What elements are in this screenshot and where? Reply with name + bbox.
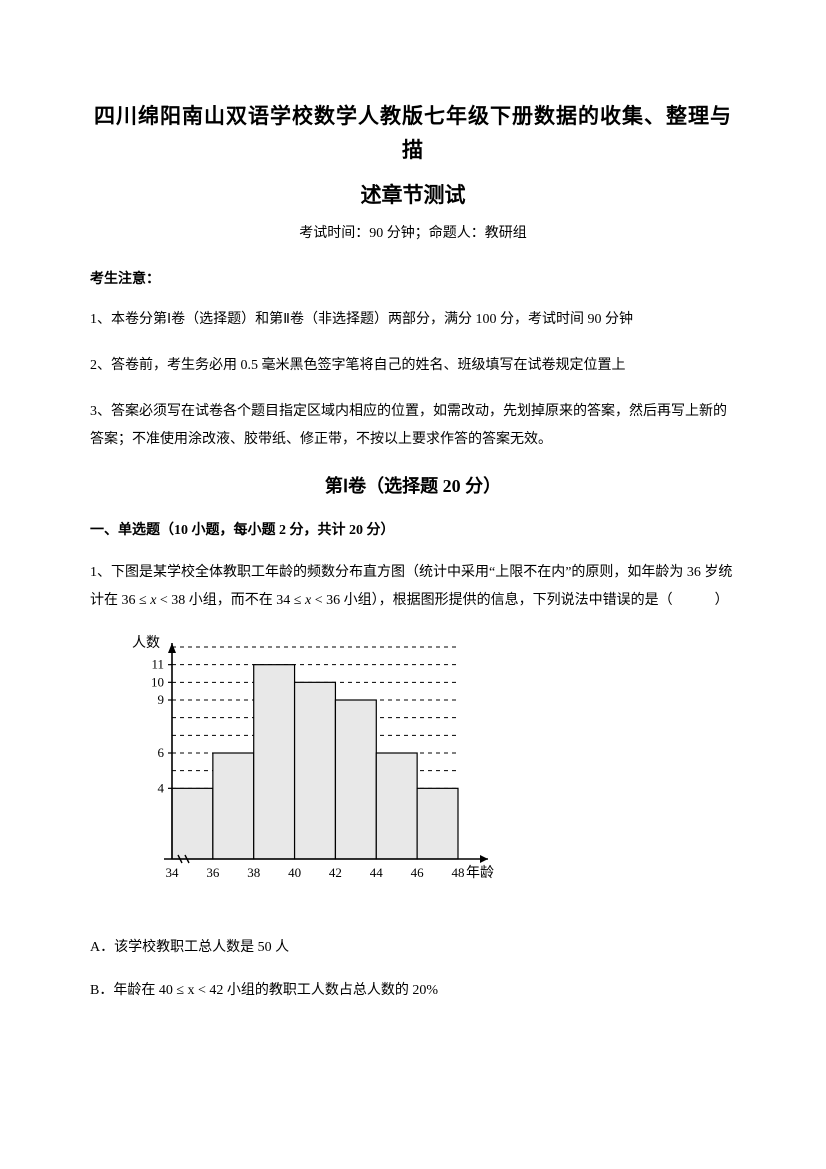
section-1-title: 第Ⅰ卷（选择题 20 分）	[90, 472, 736, 501]
svg-text:34: 34	[166, 865, 180, 880]
svg-text:46: 46	[411, 865, 425, 880]
option-a: A．该学校教职工总人数是 50 人	[90, 937, 736, 959]
chart-svg: 46910113436384042444648人数年龄	[118, 633, 518, 893]
q1-text-b: < 38 小组，而不在 34 ≤	[156, 593, 305, 608]
svg-text:38: 38	[247, 865, 260, 880]
svg-text:年龄: 年龄	[466, 865, 494, 881]
svg-text:4: 4	[158, 780, 165, 795]
svg-text:11: 11	[151, 656, 164, 671]
q1-text-c: < 36 小组），根据图形提供的信息，下列说法中错误的是（ ）	[311, 593, 728, 608]
histogram-chart: 46910113436384042444648人数年龄	[118, 633, 736, 902]
svg-text:9: 9	[158, 692, 165, 707]
exam-title-line2: 述章节测试	[90, 179, 736, 213]
svg-text:44: 44	[370, 865, 384, 880]
exam-title-line1: 四川绵阳南山双语学校数学人教版七年级下册数据的收集、整理与描	[90, 100, 736, 167]
svg-text:48: 48	[452, 865, 465, 880]
svg-text:6: 6	[158, 745, 165, 760]
option-b: B．年龄在 40 ≤ x < 42 小组的教职工人数占总人数的 20%	[90, 980, 736, 1002]
svg-text:40: 40	[288, 865, 301, 880]
question-1: 1、下图是某学校全体教职工年龄的频数分布直方图（统计中采用“上限不在内”的原则，…	[90, 559, 736, 615]
svg-text:42: 42	[329, 865, 342, 880]
svg-text:10: 10	[151, 674, 164, 689]
notice-item-2: 2、答卷前，考生务必用 0.5 毫米黑色签字笔将自己的姓名、班级填写在试卷规定位…	[90, 352, 736, 380]
notice-header: 考生注意：	[90, 269, 736, 291]
svg-text:36: 36	[206, 865, 220, 880]
exam-info: 考试时间：90 分钟；命题人：教研组	[90, 223, 736, 245]
notice-item-1: 1、本卷分第Ⅰ卷（选择题）和第Ⅱ卷（非选择题）两部分，满分 100 分，考试时间…	[90, 306, 736, 334]
svg-text:人数: 人数	[132, 635, 160, 651]
notice-item-3: 3、答案必须写在试卷各个题目指定区域内相应的位置，如需改动，先划掉原来的答案，然…	[90, 398, 736, 454]
subsection-1: 一、单选题（10 小题，每小题 2 分，共计 20 分）	[90, 520, 736, 542]
